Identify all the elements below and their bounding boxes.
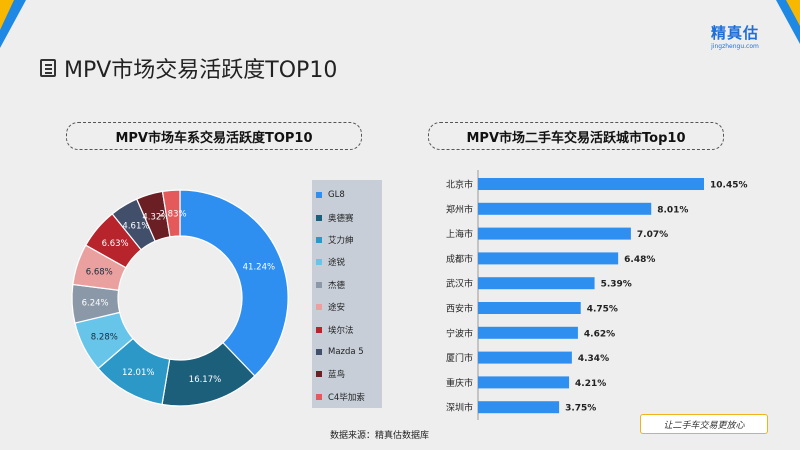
bar-1: [478, 178, 704, 190]
donut-slice-1: [179, 189, 289, 377]
donut-data-label: 16.17%: [189, 375, 221, 385]
bar-category-label: 成都市: [446, 253, 473, 265]
legend-item: 奥德赛: [316, 206, 378, 228]
legend-label: 艾力绅: [328, 235, 354, 246]
bar-4: [478, 252, 619, 265]
bar-data-label: 4.34%: [578, 354, 609, 364]
legend-item: 蓝鸟: [316, 363, 378, 385]
donut-data-label: 6.24%: [82, 299, 109, 309]
legend-swatch: [316, 393, 322, 400]
legend-label: 途锐: [328, 258, 346, 269]
brand-url: jingzhengu.com: [711, 43, 759, 50]
legend-label: 途安: [328, 303, 346, 314]
bar-category-label: 重庆市: [446, 377, 473, 389]
legend-swatch: [316, 236, 322, 243]
donut-data-label: 12.01%: [122, 368, 154, 378]
donut-data-label: 4.32%: [142, 212, 169, 222]
bar-data-label: 7.07%: [637, 230, 668, 240]
donut-data-label: 6.63%: [102, 239, 129, 249]
legend-item: 杰德: [316, 274, 378, 296]
donut-data-label: 4.61%: [122, 221, 149, 231]
bar-7: [478, 326, 578, 339]
bar-data-label: 3.75%: [565, 404, 596, 414]
bar-category-label: 宁波市: [446, 327, 473, 339]
bar-data-label: 5.39%: [601, 280, 632, 290]
list-icon: [40, 59, 56, 77]
legend-item: C4毕加索: [316, 386, 378, 408]
legend-item: 途安: [316, 296, 378, 318]
bar-2: [478, 202, 652, 215]
legend-label: Mazda 5: [328, 346, 364, 357]
bar-data-label: 4.21%: [575, 379, 606, 389]
bar-9: [478, 376, 570, 389]
bar-data-label: 10.45%: [710, 181, 748, 191]
bar-category-label: 北京市: [446, 179, 473, 191]
bar-3: [478, 227, 631, 240]
bar-data-label: 4.75%: [587, 305, 618, 315]
bar-8: [478, 351, 572, 364]
legend-item: 艾力绅: [316, 229, 378, 251]
legend-label: 蓝鸟: [328, 370, 346, 381]
legend-swatch: [316, 259, 322, 266]
donut-data-label: 41.24%: [243, 262, 275, 272]
legend-label: GL8: [328, 190, 345, 201]
legend-item: Mazda 5: [316, 341, 378, 363]
bar-category-label: 深圳市: [446, 402, 473, 414]
bar-chart-title: MPV市场二手车交易活跃城市Top10: [428, 122, 724, 150]
legend-label: 埃尔法: [328, 325, 354, 336]
donut-chart: 41.24% 16.17% 12.01% 8.28% 6.24% 6.68% 6.63% 4.…: [71, 189, 289, 407]
bar-data-label: 6.48%: [624, 255, 655, 265]
bar-10: [478, 401, 560, 414]
donut-chart-title: MPV市场车系交易活跃度TOP10: [66, 122, 362, 150]
legend-label: C4毕加索: [328, 392, 365, 403]
legend-swatch: [316, 348, 322, 355]
brand-logo: 精真估 jingzhengu.com: [700, 22, 770, 50]
bar-data-label: 4.62%: [584, 329, 615, 339]
corner-decoration-left-accent: [0, 0, 14, 30]
bar-chart: 北京市 10.45% 郑州市 8.01% 上海市 7.07% 成都市 6.48% 武汉市 5.39…: [446, 170, 748, 420]
legend-item: GL8: [316, 184, 378, 206]
legend-swatch: [316, 214, 322, 221]
bar-category-label: 武汉市: [446, 278, 473, 290]
donut-slice-10: [161, 189, 181, 238]
page-title: MPV市场交易活跃度TOP10: [64, 58, 338, 83]
legend-swatch: [316, 304, 322, 311]
brand-name: 精真估: [710, 24, 759, 42]
legend-item: 途锐: [316, 251, 378, 273]
bar-category-label: 郑州市: [446, 203, 473, 215]
title-row: MPV市场交易活跃度TOP10: [40, 52, 337, 84]
data-source-note: 数据来源：精真估数据库: [330, 431, 430, 441]
bar-data-label: 8.01%: [657, 205, 688, 215]
legend-swatch: [316, 192, 322, 199]
donut-data-label: 2.83%: [160, 209, 187, 219]
corner-decoration-right-accent: [786, 0, 800, 26]
bar-5: [478, 277, 595, 290]
legend-label: 杰德: [328, 280, 346, 291]
bar-category-label: 西安市: [446, 303, 473, 315]
legend-swatch: [316, 326, 322, 333]
bar-6: [478, 302, 581, 314]
donut-data-label: 6.68%: [86, 267, 113, 277]
donut-legend: GL8 奥德赛艾力绅途锐杰德途安埃尔法 Mazda 5 蓝鸟 C4毕加索: [312, 180, 382, 408]
legend-label: 奥德赛: [328, 213, 354, 224]
legend-item: 埃尔法: [316, 318, 378, 340]
legend-swatch: [316, 371, 322, 378]
donut-data-label: 8.28%: [91, 333, 118, 343]
slogan-badge: 让二手车交易更放心: [640, 414, 768, 434]
legend-swatch: [316, 281, 322, 288]
bar-category-label: 上海市: [446, 228, 473, 240]
bar-category-label: 厦门市: [446, 352, 473, 364]
